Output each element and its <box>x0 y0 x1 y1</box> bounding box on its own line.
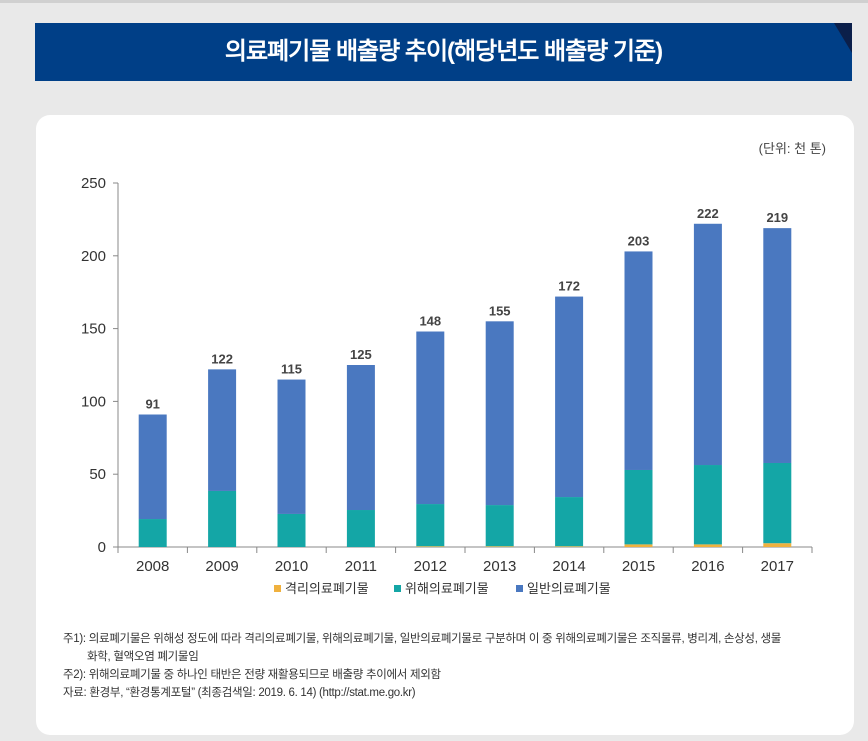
bar-segment <box>138 519 167 547</box>
y-tick-label: 150 <box>81 321 106 338</box>
bar-segment <box>485 505 514 547</box>
bar-segment <box>693 544 722 547</box>
y-tick-label: 0 <box>98 539 106 556</box>
bar-segment <box>208 369 237 491</box>
total-label: 148 <box>419 314 441 329</box>
x-tick-label: 2012 <box>414 558 447 575</box>
total-label: 91 <box>145 397 159 412</box>
bar-segment <box>138 414 167 520</box>
bar-segment <box>485 321 514 506</box>
total-label: 122 <box>211 351 233 366</box>
bar-chart: 0 50 100 150 200 250 91 2008 122 2009 115 2010 125 20… <box>81 175 813 596</box>
total-label: 222 <box>697 206 719 221</box>
legend-swatch <box>274 585 281 592</box>
x-tick-label: 2009 <box>205 558 238 575</box>
bar-segment <box>693 465 722 545</box>
bar-segment <box>693 223 722 466</box>
bar-segment <box>763 543 792 547</box>
bar-segment <box>763 228 792 463</box>
x-tick-label: 2014 <box>552 558 585 575</box>
bar-segment <box>277 379 306 514</box>
total-label: 155 <box>489 303 511 318</box>
note-1: 주1): 의료폐기물은 위해성 정도에 따라 격리의료폐기물, 위해의료폐기물,… <box>63 633 782 645</box>
x-tick-label: 2008 <box>136 558 169 575</box>
y-tick-label: 50 <box>89 466 106 483</box>
legend-swatch <box>394 585 401 592</box>
bar-segment <box>485 546 514 547</box>
chart-card: (단위: 천 톤) 0 50 100 150 200 250 91 2008 122 2009 11… <box>36 115 854 735</box>
legend-label: 일반의료폐기물 <box>527 581 611 596</box>
unit-label: (단위: 천 톤) <box>758 141 826 156</box>
x-tick-label: 2011 <box>345 558 377 575</box>
total-label: 203 <box>628 233 650 248</box>
y-tick-label: 250 <box>81 175 106 192</box>
bar-segment <box>208 490 237 547</box>
page-title: 의료폐기물 배출량 추이(해당년도 배출량 기준) <box>224 38 663 65</box>
total-label: 125 <box>350 347 372 362</box>
bar-segment <box>555 296 584 498</box>
bar-segment <box>555 497 584 547</box>
footnotes: 주1): 의료폐기물은 위해성 정도에 따라 격리의료폐기물, 위해의료폐기물,… <box>63 630 781 702</box>
bar-segment <box>624 469 653 545</box>
bar-segment <box>416 546 445 547</box>
source-note: 자료: 환경부, “환경통계포털” (최종검색일: 2019. 6. 14) (… <box>63 687 416 699</box>
total-label: 115 <box>281 362 302 377</box>
banner-corner-decoration <box>834 23 852 53</box>
x-tick-label: 2013 <box>483 558 516 575</box>
legend-label: 위해의료폐기물 <box>405 581 489 596</box>
bar-segment <box>416 504 445 547</box>
y-tick-label: 200 <box>81 248 106 265</box>
bar-segment <box>763 462 792 544</box>
bar-segment <box>346 510 375 547</box>
bar-segment <box>416 331 445 505</box>
bar-segment <box>624 544 653 547</box>
top-border <box>0 0 868 3</box>
total-label: 172 <box>558 279 580 294</box>
legend-swatch <box>516 585 523 592</box>
total-label: 219 <box>766 210 788 225</box>
x-tick-label: 2010 <box>275 558 308 575</box>
x-tick-label: 2017 <box>761 558 794 575</box>
note-2: 주2): 위해의료폐기물 중 하나인 태반은 전량 재활용되므로 배출량 추이에… <box>63 669 441 681</box>
bar-segment <box>277 513 306 547</box>
bar-segment <box>555 546 584 547</box>
y-tick-label: 100 <box>81 393 106 410</box>
note-1-cont: 화학, 혈액오염 폐기물임 <box>87 651 199 663</box>
bar-segment <box>346 365 375 511</box>
x-tick-label: 2015 <box>622 558 655 575</box>
title-banner: 의료폐기물 배출량 추이(해당년도 배출량 기준) <box>35 23 852 81</box>
x-tick-label: 2016 <box>691 558 724 575</box>
legend-label: 격리의료폐기물 <box>285 581 369 596</box>
bar-segment <box>624 251 653 470</box>
